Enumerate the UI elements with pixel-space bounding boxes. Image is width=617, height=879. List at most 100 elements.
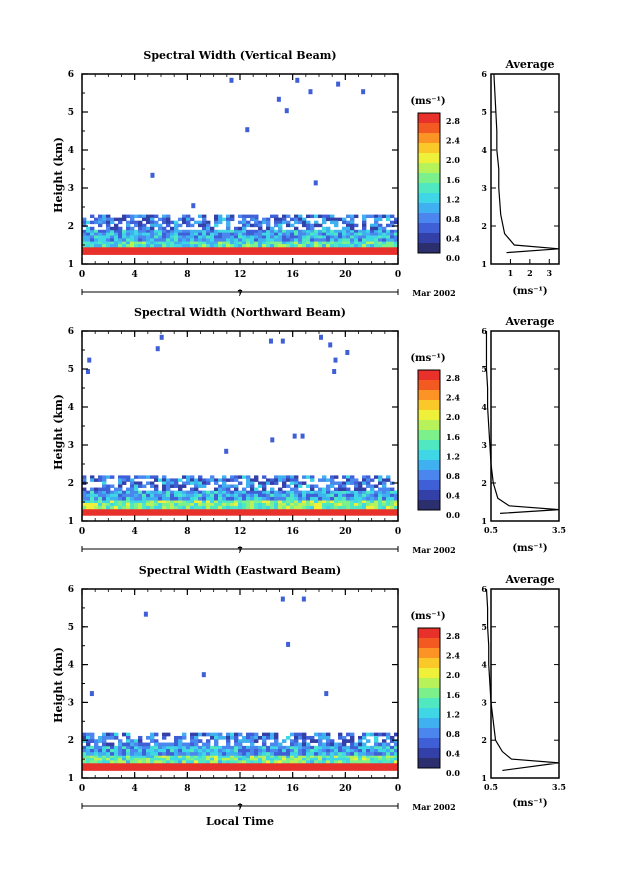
heatmap-cell	[166, 745, 171, 750]
heatmap-cell	[274, 767, 279, 771]
heatmap-cell	[186, 760, 191, 764]
heatmap-cell	[138, 229, 143, 234]
heatmap-cell	[278, 241, 283, 245]
heatmap-cell	[274, 220, 279, 225]
heatmap-cell	[370, 503, 375, 507]
heatmap-cell	[310, 223, 315, 228]
heatmap-cell	[194, 493, 199, 498]
heatmap-cell	[350, 241, 355, 245]
heatmap-cell	[330, 755, 335, 759]
heatmap-cell	[102, 735, 107, 740]
heatmap-cell	[110, 500, 115, 504]
heatmap-cell	[94, 246, 99, 250]
heatmap-cell	[282, 232, 287, 236]
heatmap-cell	[330, 246, 335, 250]
heatmap-cell	[318, 732, 323, 737]
heatmap-cell	[194, 767, 199, 771]
heatmap-cell	[191, 203, 196, 209]
heatmap-cell	[222, 762, 227, 766]
heatmap-cell	[318, 223, 323, 228]
heatmap-cell	[90, 487, 95, 491]
heatmap-cell	[266, 503, 271, 507]
heatmap-cell	[278, 478, 283, 482]
heatmap-cell	[106, 762, 111, 766]
colorbar: 2.82.42.01.61.20.80.40.0	[417, 627, 460, 778]
heatmap-cell	[270, 251, 275, 255]
heatmap-cell	[350, 739, 355, 743]
heatmap-cell	[242, 235, 247, 239]
heatmap-cell	[174, 478, 179, 482]
heatmap-cell	[198, 739, 203, 743]
heatmap-cell	[258, 238, 263, 242]
heatmap-cell	[290, 742, 295, 747]
heatmap-cell	[90, 755, 95, 759]
heatmap-cell	[354, 490, 359, 495]
heatmap-cell	[214, 496, 219, 501]
heatmap-cell	[90, 749, 95, 753]
colorbar-tick-label: 2.4	[446, 651, 460, 661]
heatmap-cell	[346, 762, 351, 766]
heatmap-cell	[394, 762, 399, 766]
heatmap-cell	[394, 496, 399, 501]
heatmap-cell	[342, 249, 347, 253]
heatmap-cell	[98, 762, 103, 766]
heatmap-cell	[358, 749, 363, 753]
heatmap-cell	[262, 217, 267, 222]
heatmap-cell	[138, 235, 143, 239]
heatmap-cell	[354, 232, 359, 236]
heatmap-cell	[258, 745, 263, 750]
heatmap-cell	[266, 732, 271, 737]
heatmap-cell	[390, 508, 395, 513]
heatmap-cell	[238, 755, 243, 759]
heatmap-cell	[342, 500, 347, 504]
heatmap-cell	[222, 217, 227, 222]
heatmap-cell	[229, 77, 234, 83]
heatmap-cell	[342, 235, 347, 239]
heatmap-cell	[266, 217, 271, 222]
heatmap-cell	[346, 757, 351, 761]
heatmap-cell	[106, 490, 111, 495]
colorbar: 2.82.42.01.61.20.80.40.0	[417, 112, 460, 263]
heatmap-cell	[330, 505, 335, 510]
heatmap-cell	[345, 350, 350, 355]
colorbar-segment	[418, 400, 440, 410]
heatmap-cell	[394, 232, 399, 236]
heatmap-cell	[334, 512, 339, 516]
heatmap-cell	[290, 757, 295, 761]
heatmap-cell	[150, 235, 155, 239]
heatmap-cell	[314, 220, 319, 225]
heatmap-cell	[310, 749, 315, 753]
heatmap-cell	[330, 762, 335, 766]
heatmap-cell	[310, 767, 315, 771]
heatmap-cell	[362, 490, 367, 495]
heatmap-cell	[350, 732, 355, 737]
heatmap-cell	[286, 223, 291, 228]
heatmap-cell	[130, 217, 135, 222]
heatmap-cell	[310, 226, 315, 231]
heatmap-cell	[298, 732, 303, 737]
heatmap-cell	[222, 232, 227, 236]
heatmap-cell	[238, 232, 243, 236]
heatmap-cell	[226, 226, 231, 231]
heatmap-cell	[162, 512, 167, 516]
heatmap-cell	[324, 691, 329, 697]
heatmap-cell	[290, 241, 295, 245]
heatmap-cell	[258, 503, 263, 507]
heatmap-cell	[290, 749, 295, 753]
heatmap-cell	[250, 235, 255, 239]
heatmap-cell	[374, 490, 379, 495]
heatmap-cell	[342, 762, 347, 766]
heatmap-cell	[118, 503, 123, 507]
heatmap-cell	[206, 739, 211, 743]
heatmap-cell	[278, 760, 283, 764]
heatmap-cell	[254, 762, 259, 766]
heatmap-cell	[262, 505, 267, 510]
heatmap-cell	[274, 755, 279, 759]
heatmap-cell	[294, 505, 299, 510]
heatmap-cell	[282, 481, 287, 485]
heatmap-cell	[166, 214, 171, 219]
heatmap-cell	[326, 229, 331, 234]
heatmap-cell	[198, 496, 203, 501]
panel-eastward-beam: Spectral Width (Eastward Beam) Height (k…	[52, 564, 566, 828]
